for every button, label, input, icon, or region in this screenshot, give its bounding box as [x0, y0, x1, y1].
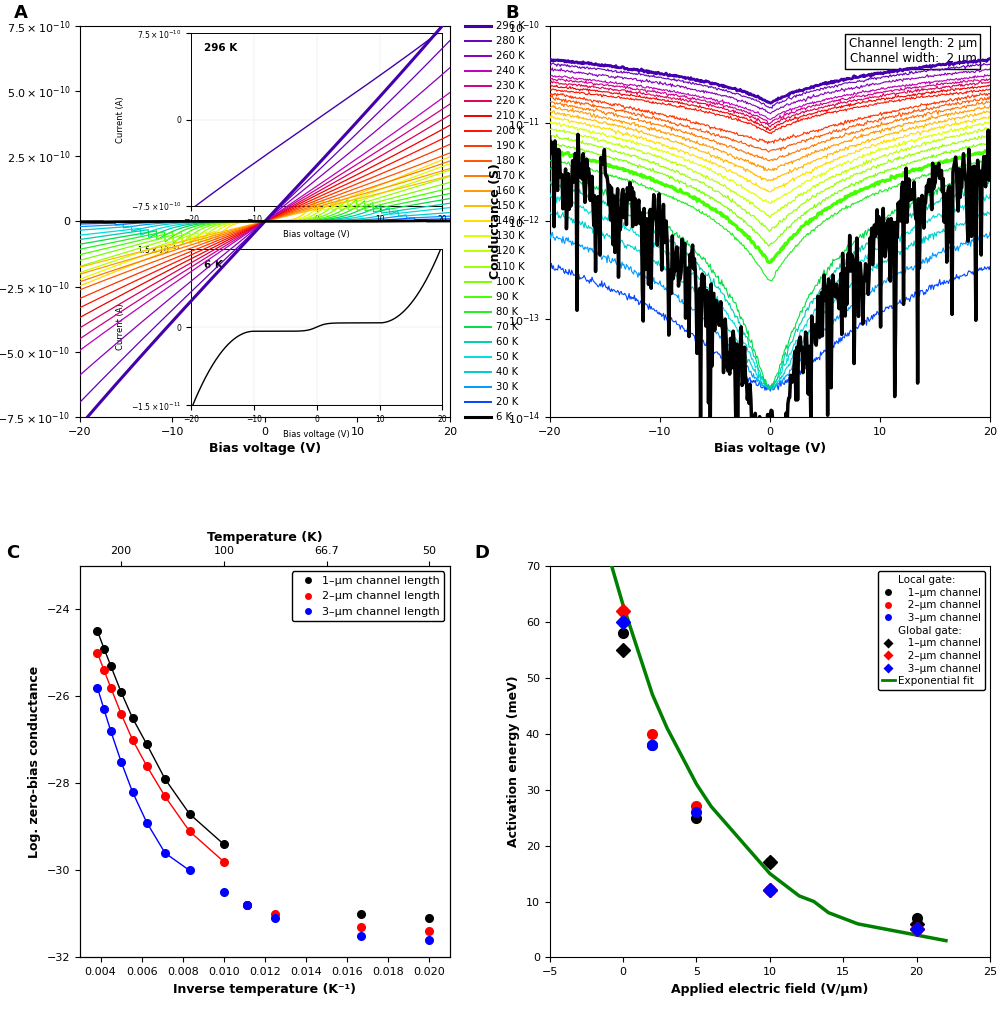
Text: 260 K: 260 K	[496, 51, 524, 60]
Text: 296 K: 296 K	[496, 20, 524, 31]
Text: 280 K: 280 K	[496, 36, 524, 46]
Text: C: C	[6, 544, 19, 562]
Y-axis label: Log. zero-bias conductance: Log. zero-bias conductance	[28, 666, 41, 858]
Text: 90 K: 90 K	[496, 292, 518, 302]
Text: 120 K: 120 K	[496, 247, 524, 256]
X-axis label: Temperature (K): Temperature (K)	[207, 530, 323, 544]
Text: 100 K: 100 K	[496, 276, 524, 287]
Text: 240 K: 240 K	[496, 66, 524, 76]
Y-axis label: Conductance (S): Conductance (S)	[489, 164, 502, 280]
Text: Channel length: 2 μm
Channel width:  2 μm: Channel length: 2 μm Channel width: 2 μm	[849, 37, 977, 66]
Text: 40 K: 40 K	[496, 367, 518, 377]
Text: 130 K: 130 K	[496, 231, 524, 242]
Text: 6 K: 6 K	[496, 412, 512, 422]
Legend: 1–μm channel length, 2–μm channel length, 3–μm channel length: 1–μm channel length, 2–μm channel length…	[292, 571, 444, 622]
Text: 190 K: 190 K	[496, 141, 524, 152]
Text: B: B	[506, 4, 519, 22]
Legend: Local gate:,    1–μm channel,    2–μm channel,    3–μm channel, Global gate:,   : Local gate:, 1–μm channel, 2–μm channel,…	[878, 571, 985, 690]
Text: 220 K: 220 K	[496, 96, 524, 105]
Text: 110 K: 110 K	[496, 261, 524, 271]
Text: 80 K: 80 K	[496, 307, 518, 316]
Text: 60 K: 60 K	[496, 337, 518, 347]
Text: 180 K: 180 K	[496, 156, 524, 166]
X-axis label: Bias voltage (V): Bias voltage (V)	[714, 442, 826, 456]
X-axis label: Applied electric field (V/μm): Applied electric field (V/μm)	[671, 983, 869, 995]
Text: 210 K: 210 K	[496, 111, 524, 121]
X-axis label: Bias voltage (V): Bias voltage (V)	[209, 442, 321, 456]
Text: 230 K: 230 K	[496, 81, 524, 91]
X-axis label: Inverse temperature (K⁻¹): Inverse temperature (K⁻¹)	[173, 983, 356, 995]
Text: 160 K: 160 K	[496, 186, 524, 197]
Text: 170 K: 170 K	[496, 171, 524, 181]
Text: 150 K: 150 K	[496, 202, 524, 211]
Text: 30 K: 30 K	[496, 382, 518, 392]
Y-axis label: Activation energy (meV): Activation energy (meV)	[507, 676, 520, 848]
Text: 200 K: 200 K	[496, 126, 524, 136]
Text: 20 K: 20 K	[496, 397, 518, 408]
Text: 50 K: 50 K	[496, 352, 518, 361]
Text: 140 K: 140 K	[496, 216, 524, 226]
Text: A: A	[13, 4, 27, 22]
Text: D: D	[475, 544, 490, 562]
Text: 70 K: 70 K	[496, 322, 518, 332]
